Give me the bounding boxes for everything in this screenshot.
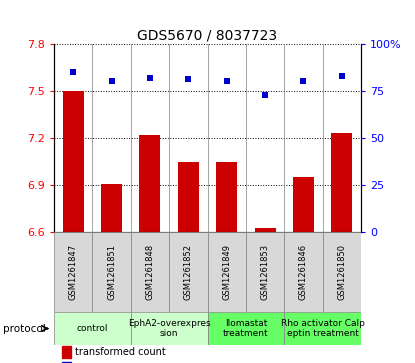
Bar bbox=[101, 184, 122, 232]
Point bbox=[146, 75, 153, 81]
Bar bbox=[284, 232, 323, 312]
Bar bbox=[139, 135, 161, 232]
Text: GSM1261846: GSM1261846 bbox=[299, 244, 308, 300]
Bar bbox=[63, 91, 84, 232]
Bar bbox=[323, 232, 361, 312]
Bar bbox=[216, 162, 237, 232]
Bar bbox=[293, 177, 314, 232]
Point bbox=[223, 78, 230, 84]
Title: GDS5670 / 8037723: GDS5670 / 8037723 bbox=[137, 28, 278, 42]
Bar bbox=[254, 228, 276, 232]
Bar bbox=[131, 232, 169, 312]
Bar bbox=[169, 232, 208, 312]
Text: GSM1261853: GSM1261853 bbox=[261, 244, 270, 300]
Bar bbox=[178, 162, 199, 232]
Point bbox=[339, 73, 345, 78]
Text: GSM1261850: GSM1261850 bbox=[337, 244, 347, 300]
Text: transformed count: transformed count bbox=[75, 347, 166, 357]
Bar bbox=[131, 312, 208, 345]
Text: protocol: protocol bbox=[3, 323, 46, 334]
Point bbox=[185, 77, 192, 82]
Bar bbox=[284, 312, 361, 345]
Text: GSM1261851: GSM1261851 bbox=[107, 244, 116, 300]
Text: control: control bbox=[77, 324, 108, 333]
Text: GSM1261852: GSM1261852 bbox=[184, 244, 193, 300]
Point bbox=[300, 78, 307, 84]
Bar bbox=[54, 232, 92, 312]
Text: GSM1261848: GSM1261848 bbox=[145, 244, 154, 300]
Bar bbox=[54, 312, 131, 345]
Text: Rho activator Calp
eptin treatment: Rho activator Calp eptin treatment bbox=[281, 319, 365, 338]
Point bbox=[262, 91, 269, 97]
Bar bbox=[62, 346, 71, 358]
Bar bbox=[246, 232, 284, 312]
Bar bbox=[93, 232, 131, 312]
Bar bbox=[208, 232, 246, 312]
Text: Ilomastat
treatment: Ilomastat treatment bbox=[223, 319, 269, 338]
Text: EphA2-overexpres
sion: EphA2-overexpres sion bbox=[128, 319, 210, 338]
Text: GSM1261849: GSM1261849 bbox=[222, 244, 231, 300]
Point bbox=[108, 78, 115, 84]
Bar bbox=[331, 133, 352, 232]
Bar bbox=[62, 362, 71, 363]
Point bbox=[70, 69, 76, 75]
Bar bbox=[208, 312, 284, 345]
Text: GSM1261847: GSM1261847 bbox=[68, 244, 78, 300]
